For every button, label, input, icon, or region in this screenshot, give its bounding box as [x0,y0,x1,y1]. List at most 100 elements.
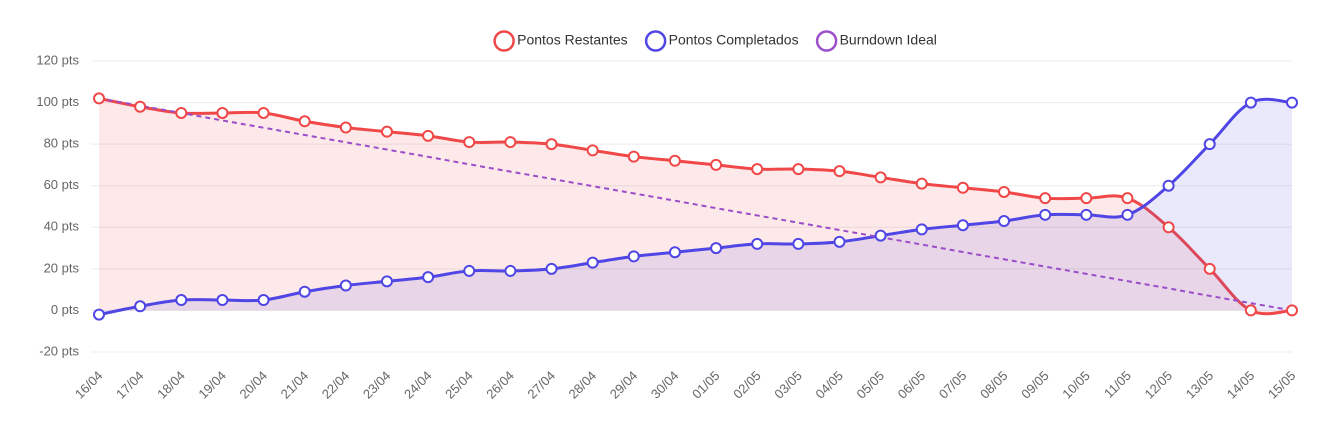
x-tick-label: 06/05 [895,368,929,402]
point [668,246,681,259]
point [380,275,393,288]
x-tick-label: 23/04 [360,368,394,402]
x-tick-label: 22/04 [319,368,353,402]
legend-swatch [644,30,667,52]
legend-label: Pontos Restantes [517,32,628,48]
point [93,92,105,105]
point [504,264,517,277]
x-tick-label: 16/04 [72,368,106,402]
point [1203,262,1216,275]
x-tick-label: 26/04 [483,368,517,402]
y-tick-label: -20 pts [39,343,79,358]
point [175,294,188,307]
point [1039,192,1052,205]
point [1121,208,1134,221]
point [134,100,147,113]
point [833,235,846,248]
legend-item: Pontos Restantes [493,30,628,52]
point [1080,192,1093,205]
legend-item: Pontos Completados [644,30,799,52]
y-tick-label: 20 pts [44,260,80,275]
point [216,106,229,119]
x-tick-label: 05/05 [854,368,888,402]
x-tick-label: 04/05 [812,368,846,402]
x-tick-label: 02/05 [730,368,764,402]
point [874,229,887,242]
legend-swatch [493,30,515,52]
point [339,279,352,292]
x-tick-label: 30/04 [648,368,682,402]
point [1286,304,1298,317]
point [1244,304,1257,317]
x-tick-label: 12/05 [1142,368,1176,402]
point [792,163,805,176]
x-tick-label: 10/05 [1059,368,1093,402]
point [998,185,1011,198]
x-tick-label: 17/04 [113,368,147,402]
point [710,158,723,171]
point [627,150,640,163]
point [1121,192,1134,205]
x-tick-label: 29/04 [607,368,641,402]
point [422,129,435,142]
point [1080,208,1093,221]
point [751,237,764,250]
point [545,138,558,151]
x-tick-label: 09/05 [1018,368,1052,402]
point [463,136,476,149]
point [1162,179,1175,192]
series-area [99,98,1292,314]
point [792,237,805,250]
point [216,294,229,307]
y-tick-label: 0 pts [51,302,80,317]
point [545,262,558,275]
x-tick-label: 07/05 [936,368,970,402]
y-tick-label: 100 pts [36,94,79,109]
x-tick-label: 18/04 [154,368,188,402]
x-tick-label: 13/05 [1183,368,1217,402]
x-tick-label: 24/04 [401,368,435,402]
y-tick-label: 40 pts [44,219,80,234]
point [339,121,352,134]
x-tick-label: 19/04 [195,368,229,402]
series-area [99,99,1292,315]
x-tick-label: 14/05 [1224,368,1258,402]
point [380,125,393,138]
y-tick-label: 60 pts [44,177,80,192]
series-line [98,97,1293,312]
point [463,264,476,277]
point [1286,96,1298,109]
legend: Pontos Restantes Pontos Completados Burndo… [493,30,937,52]
point [1162,221,1175,234]
x-tick-label: 01/05 [689,368,723,402]
point [93,308,105,321]
point [874,171,887,184]
point [833,165,846,178]
x-tick-label: 21/04 [278,368,312,402]
point [175,106,188,119]
y-tick-label: 120 pts [36,52,79,67]
x-tick-label: 08/05 [977,368,1011,402]
point [915,177,928,190]
x-tick-label: 20/04 [236,368,270,402]
point [298,285,311,298]
legend-item: Burndown Ideal [815,30,937,52]
point [956,181,969,194]
y-tick-label: 80 pts [44,136,80,151]
point [998,215,1011,228]
point [422,271,435,284]
point [627,250,640,263]
point [1039,208,1052,221]
point [1203,138,1216,151]
point [710,242,723,255]
point [915,223,928,236]
x-tick-label: 25/04 [442,368,476,402]
legend-label: Burndown Ideal [840,32,937,48]
point [956,219,969,232]
point [257,294,270,307]
x-tick-label: 11/05 [1101,368,1134,401]
legend-label: Pontos Completados [669,32,799,48]
point [504,136,517,149]
legend-swatch [815,30,838,52]
